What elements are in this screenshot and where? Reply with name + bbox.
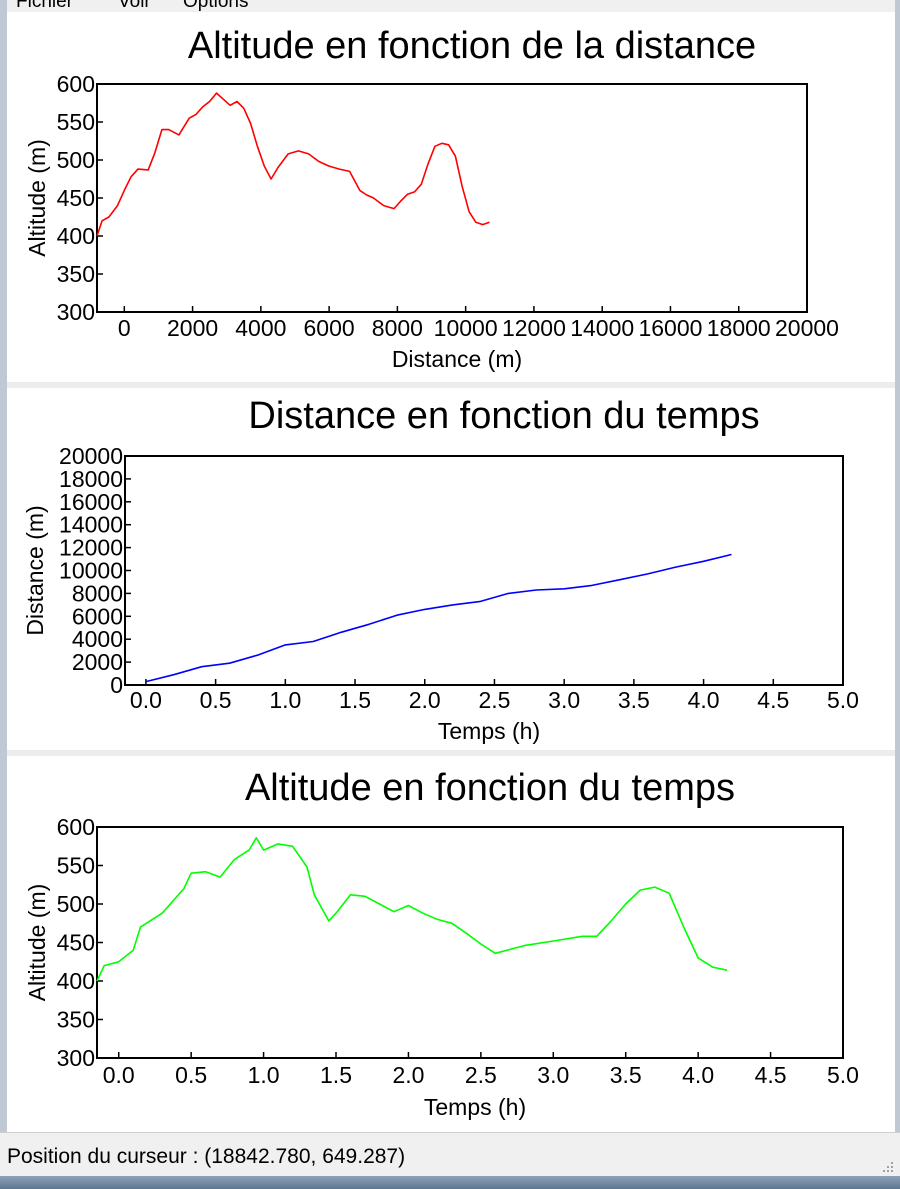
x-tick-label: 0.0 xyxy=(103,1062,135,1088)
x-tick-label: 2.0 xyxy=(392,1062,424,1088)
x-tick-label: 5.0 xyxy=(827,687,859,713)
cursor-position-text: Position du curseur : (18842.780, 649.28… xyxy=(7,1145,406,1168)
y-tick-label: 14000 xyxy=(59,512,123,538)
x-tick-label: 2.5 xyxy=(465,1062,497,1088)
x-tick-label: 0 xyxy=(118,315,131,341)
x-tick-label: 4.5 xyxy=(757,687,789,713)
y-tick-label: 450 xyxy=(57,185,95,211)
x-tick-label: 4000 xyxy=(235,315,286,341)
y-tick-label: 350 xyxy=(57,261,95,287)
y-tick-label: 500 xyxy=(57,891,95,917)
chart-title: Altitude en fonction du temps xyxy=(245,767,735,809)
y-tick-label: 12000 xyxy=(59,535,123,561)
x-axis-label: Temps (h) xyxy=(424,1094,526,1120)
x-tick-label: 10000 xyxy=(434,315,498,341)
status-bar: Position du curseur : (18842.780, 649.28… xyxy=(0,1132,900,1177)
menu-voir[interactable]: Voir xyxy=(118,0,151,12)
x-tick-label: 8000 xyxy=(372,315,423,341)
y-tick-label: 10000 xyxy=(59,558,123,584)
window-frame-bottom xyxy=(0,1176,900,1189)
x-tick-label: 2000 xyxy=(167,315,218,341)
y-tick-label: 16000 xyxy=(59,489,123,515)
chart-title: Altitude en fonction de la distance xyxy=(188,25,756,67)
y-tick-label: 4000 xyxy=(72,626,123,652)
y-tick-label: 550 xyxy=(57,109,95,135)
y-axis-label: Altitude (m) xyxy=(24,884,50,1002)
chart-panel-distance-time: Distance en fonction du temps 0 2000 4000 60… xyxy=(7,388,895,750)
chart-distance-time[interactable]: Distance en fonction du temps 02000400060… xyxy=(7,388,895,750)
chart-panel-altitude-time: Altitude en fonction du temps 300 350 400 45… xyxy=(7,756,895,1130)
x-tick-label: 4.0 xyxy=(682,1062,714,1088)
series-line xyxy=(96,92,490,237)
x-tick-label: 20000 xyxy=(775,315,839,341)
x-tick-label: 2.0 xyxy=(409,687,441,713)
y-tick-label: 600 xyxy=(57,814,95,840)
plot-area xyxy=(124,455,844,686)
chart-title: Distance en fonction du temps xyxy=(248,395,759,437)
menu-bar: Fichier Voir Options xyxy=(0,0,900,12)
y-tick-label: 6000 xyxy=(72,603,123,629)
x-tick-label: 0.5 xyxy=(175,1062,207,1088)
y-tick-label: 400 xyxy=(57,223,95,249)
x-tick-label: 3.5 xyxy=(610,1062,642,1088)
menu-fichier[interactable]: Fichier xyxy=(16,0,74,12)
x-axis-label: Distance (m) xyxy=(392,346,522,372)
chart-altitude-time[interactable]: Altitude en fonction du temps 300 350 400 45… xyxy=(7,756,895,1130)
x-tick-label: 3.5 xyxy=(618,687,650,713)
panel-separator xyxy=(7,382,895,388)
y-tick-label: 2000 xyxy=(72,649,123,675)
x-tick-label: 14000 xyxy=(570,315,634,341)
chart-altitude-distance[interactable]: Altitude en fonction de la distance 300 35… xyxy=(7,12,895,382)
x-tick-label: 6000 xyxy=(304,315,355,341)
x-tick-label: 1.5 xyxy=(320,1062,352,1088)
plot-area xyxy=(96,83,808,313)
y-tick-label: 8000 xyxy=(72,580,123,606)
menu-options[interactable]: Options xyxy=(183,0,249,12)
x-tick-label: 1.5 xyxy=(339,687,371,713)
x-tick-label: 18000 xyxy=(707,315,771,341)
plot-area xyxy=(96,826,844,1059)
series-line xyxy=(96,837,728,982)
y-axis-label: Altitude (m) xyxy=(24,139,50,257)
x-tick-label: 3.0 xyxy=(548,687,580,713)
series-line xyxy=(145,553,732,683)
panel-separator xyxy=(7,750,895,756)
x-axis-label: Temps (h) xyxy=(438,718,540,744)
x-tick-label: 1.0 xyxy=(248,1062,280,1088)
y-axis-label: Distance (m) xyxy=(22,505,48,635)
x-tick-label: 2.5 xyxy=(478,687,510,713)
y-tick-label: 18000 xyxy=(59,466,123,492)
y-tick-label: 300 xyxy=(57,299,95,325)
y-tick-label: 20000 xyxy=(59,443,123,469)
x-tick-label: 5.0 xyxy=(827,1062,859,1088)
x-tick-label: 4.0 xyxy=(688,687,720,713)
y-tick-label: 350 xyxy=(57,1007,95,1033)
resize-grip-icon[interactable] xyxy=(880,1159,894,1173)
chart-panel-altitude-distance: Altitude en fonction de la distance 300 35… xyxy=(7,12,895,382)
window-frame-left xyxy=(0,0,7,1189)
x-tick-label: 12000 xyxy=(502,315,566,341)
x-tick-label: 16000 xyxy=(638,315,702,341)
y-tick-label: 550 xyxy=(57,853,95,879)
x-tick-label: 3.0 xyxy=(537,1062,569,1088)
y-tick-label: 500 xyxy=(57,147,95,173)
x-tick-label: 0.5 xyxy=(200,687,232,713)
y-tick-label: 0 xyxy=(110,672,123,698)
y-tick-label: 400 xyxy=(57,968,95,994)
y-tick-label: 450 xyxy=(57,930,95,956)
y-tick-label: 600 xyxy=(57,71,95,97)
y-tick-label: 300 xyxy=(57,1045,95,1071)
x-tick-label: 4.5 xyxy=(755,1062,787,1088)
window-frame-right xyxy=(895,0,900,1189)
x-tick-label: 0.0 xyxy=(130,687,162,713)
x-tick-label: 1.0 xyxy=(269,687,301,713)
